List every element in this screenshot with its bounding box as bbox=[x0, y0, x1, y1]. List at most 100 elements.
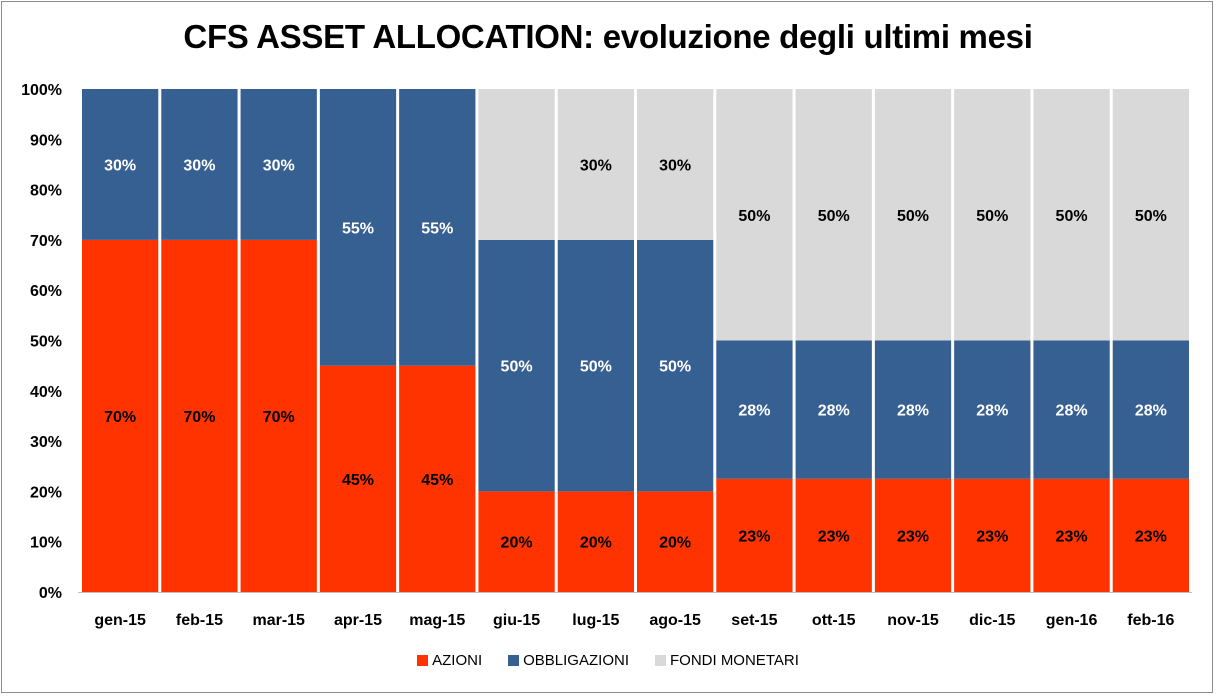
y-tick-label: 70% bbox=[30, 233, 62, 250]
data-label: 50% bbox=[580, 359, 612, 376]
data-label: 30% bbox=[263, 157, 295, 174]
bar-segment-obbligazioni bbox=[954, 340, 1031, 479]
y-tick-label: 20% bbox=[30, 484, 62, 501]
bar-segment-azioni bbox=[240, 239, 317, 592]
x-tick-label: apr-15 bbox=[334, 612, 382, 629]
data-label: 23% bbox=[738, 528, 770, 545]
legend-item: FONDI MONETARI bbox=[654, 652, 799, 669]
bar-segment-fondi-monetari bbox=[716, 89, 793, 341]
y-tick-label: 50% bbox=[30, 334, 62, 351]
bar-segment-azioni bbox=[478, 491, 555, 592]
bar-segment-obbligazioni bbox=[1033, 340, 1110, 479]
x-tick-label: nov-15 bbox=[887, 612, 939, 629]
bar-segment-obbligazioni bbox=[637, 239, 714, 492]
y-tick-label: 40% bbox=[30, 384, 62, 401]
data-label: 50% bbox=[976, 208, 1008, 225]
bar-segment-azioni bbox=[557, 491, 634, 592]
data-label: 50% bbox=[1135, 208, 1167, 225]
data-label: 70% bbox=[183, 409, 215, 426]
bar-segment-azioni bbox=[637, 491, 714, 592]
legend-item: AZIONI bbox=[417, 652, 482, 669]
bar-segment-obbligazioni bbox=[795, 340, 872, 479]
legend-swatch bbox=[417, 655, 429, 666]
bar-segment-fondi-monetari bbox=[954, 89, 1031, 341]
data-label: 70% bbox=[104, 409, 136, 426]
bar-segment-obbligazioni bbox=[478, 239, 555, 492]
data-label: 23% bbox=[1135, 528, 1167, 545]
legend-label: FONDI MONETARI bbox=[669, 652, 799, 669]
data-label: 30% bbox=[104, 157, 136, 174]
data-label: 28% bbox=[1056, 403, 1088, 420]
data-label: 50% bbox=[501, 359, 533, 376]
bar-segment-fondi-monetari bbox=[795, 89, 872, 341]
bar-segment-fondi-monetari bbox=[1033, 89, 1110, 341]
y-tick-label: 0% bbox=[39, 585, 62, 602]
x-tick-label: mar-15 bbox=[252, 612, 305, 629]
data-label: 23% bbox=[897, 528, 929, 545]
bar-segment-obbligazioni bbox=[161, 89, 238, 240]
data-label: 50% bbox=[818, 208, 850, 225]
bar-segment-fondi-monetari bbox=[1112, 89, 1189, 341]
chart-title: CFS ASSET ALLOCATION: evoluzione degli u… bbox=[183, 18, 1033, 55]
bar-segment-fondi-monetari bbox=[637, 89, 714, 240]
x-tick-label: dic-15 bbox=[969, 612, 1015, 629]
bar-segment-azioni bbox=[874, 478, 952, 592]
bar-segment-azioni bbox=[1033, 478, 1110, 592]
bar-segment-azioni bbox=[716, 478, 793, 592]
bar-segment-obbligazioni bbox=[1112, 340, 1189, 479]
data-label: 30% bbox=[659, 157, 691, 174]
data-label: 50% bbox=[738, 208, 770, 225]
data-label: 50% bbox=[1056, 208, 1088, 225]
x-tick-label: feb-16 bbox=[1127, 612, 1174, 629]
bar-segment-azioni bbox=[161, 239, 238, 592]
data-label: 45% bbox=[421, 472, 453, 489]
bar-segment-obbligazioni bbox=[319, 89, 397, 366]
x-tick-label: mag-15 bbox=[409, 612, 465, 629]
bar-segment-azioni bbox=[795, 478, 872, 592]
legend-label: AZIONI bbox=[432, 652, 483, 669]
bar-segment-azioni bbox=[1112, 478, 1189, 592]
y-tick-label: 80% bbox=[30, 183, 62, 200]
x-tick-label: ott-15 bbox=[812, 612, 856, 629]
x-tick-label: feb-15 bbox=[176, 612, 223, 629]
bar-segment-azioni bbox=[954, 478, 1031, 592]
legend-swatch bbox=[654, 655, 666, 666]
data-label: 20% bbox=[501, 535, 533, 552]
data-label: 28% bbox=[1135, 403, 1167, 420]
bar-segment-fondi-monetari bbox=[874, 89, 952, 341]
bar-segment-obbligazioni bbox=[557, 239, 634, 492]
y-tick-label: 100% bbox=[21, 82, 62, 99]
bar-segment-obbligazioni bbox=[82, 89, 159, 240]
x-tick-label: giu-15 bbox=[493, 612, 540, 629]
bar-segment-fondi-monetari bbox=[478, 89, 555, 240]
data-label: 30% bbox=[183, 157, 215, 174]
legend-label: OBBLIGAZIONI bbox=[523, 652, 629, 669]
x-tick-label: lug-15 bbox=[572, 612, 619, 629]
chart-legend: AZIONI OBBLIGAZIONI FONDI MONETARI bbox=[0, 652, 1216, 669]
data-label: 28% bbox=[818, 403, 850, 420]
data-label: 30% bbox=[580, 157, 612, 174]
data-label: 28% bbox=[738, 403, 770, 420]
legend-swatch bbox=[508, 655, 520, 666]
y-tick-label: 90% bbox=[30, 132, 62, 149]
bar-segment-obbligazioni bbox=[399, 89, 476, 366]
data-label: 45% bbox=[342, 472, 374, 489]
x-tick-label: gen-16 bbox=[1046, 612, 1098, 629]
x-tick-label: gen-15 bbox=[94, 612, 146, 629]
bar-segment-azioni bbox=[319, 365, 397, 592]
bar-segment-obbligazioni bbox=[240, 89, 317, 240]
data-label: 70% bbox=[263, 409, 295, 426]
data-label: 20% bbox=[580, 535, 612, 552]
data-label: 50% bbox=[897, 208, 929, 225]
data-label: 50% bbox=[659, 359, 691, 376]
x-tick-label: set-15 bbox=[731, 612, 777, 629]
data-label: 23% bbox=[1056, 528, 1088, 545]
data-label: 23% bbox=[976, 528, 1008, 545]
data-label: 55% bbox=[421, 220, 453, 237]
bar-segment-obbligazioni bbox=[716, 340, 793, 479]
y-tick-label: 30% bbox=[30, 434, 62, 451]
data-label: 20% bbox=[659, 535, 691, 552]
x-tick-label: ago-15 bbox=[649, 612, 701, 629]
y-tick-label: 60% bbox=[30, 283, 62, 300]
